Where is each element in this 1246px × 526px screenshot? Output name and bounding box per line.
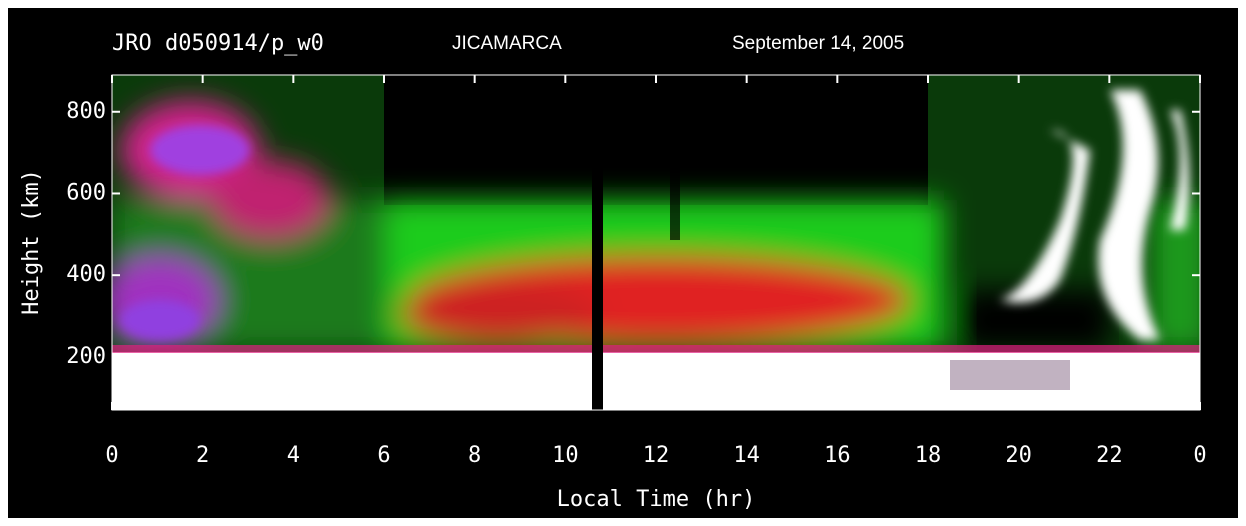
x-tick-label: 6 [377, 443, 390, 468]
y-tick-label: 200 [66, 344, 106, 369]
x-tick-label: 16 [824, 443, 851, 468]
x-tick-label: 8 [468, 443, 481, 468]
y-axis-label: Height (km) [19, 169, 44, 315]
y-tick-label: 400 [66, 262, 106, 287]
x-tick-label: 18 [915, 443, 942, 468]
x-tick-label: 0 [1193, 443, 1206, 468]
x-tick-label: 4 [287, 443, 300, 468]
x-tick-label: 12 [643, 443, 670, 468]
x-tick-label: 10 [552, 443, 579, 468]
subtitle: JICAMARCA [452, 33, 562, 54]
date: September 14, 2005 [732, 33, 904, 54]
x-tick-label: 2 [196, 443, 209, 468]
y-tick-label: 800 [66, 99, 106, 124]
y-tick-label: 600 [66, 180, 106, 205]
x-tick-label: 0 [105, 443, 118, 468]
title: JRO d050914/p_w0 [112, 31, 324, 56]
x-tick-label: 20 [1005, 443, 1032, 468]
x-tick-label: 22 [1096, 443, 1123, 468]
x-axis-label: Local Time (hr) [557, 487, 756, 512]
intensity-field [112, 75, 1200, 410]
x-tick-label: 14 [733, 443, 760, 468]
